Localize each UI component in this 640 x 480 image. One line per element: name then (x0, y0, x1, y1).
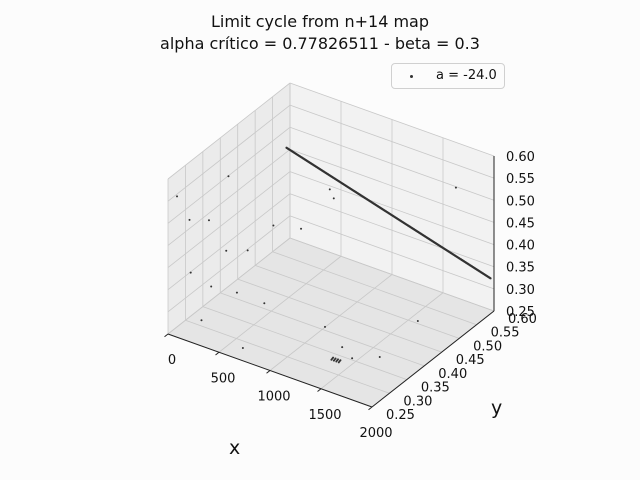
grid-line-z (289, 237, 495, 312)
grid-line-z (167, 104, 291, 202)
grid-line-z (167, 237, 291, 335)
grid-line-x (269, 274, 393, 371)
data-point (225, 249, 228, 252)
data-point (489, 277, 492, 280)
data-point (300, 227, 303, 230)
data-point (332, 356, 335, 359)
legend-label: a = -24.0 (436, 68, 497, 83)
data-point (176, 195, 179, 198)
axis-panes (168, 83, 494, 407)
x-tick-label: 1000 (257, 390, 290, 405)
data-point (336, 358, 339, 361)
data-point (416, 320, 419, 323)
data-point (339, 359, 342, 362)
y-axis-label: y (491, 397, 503, 419)
grid-line-y (202, 306, 407, 380)
data-points (176, 146, 492, 364)
grid-line-z (167, 193, 291, 291)
z-tick-label: 0.30 (506, 283, 535, 298)
x-tick-label: 1500 (308, 408, 341, 423)
grid-line-y (237, 278, 442, 353)
data-point (241, 346, 244, 349)
data-point (454, 186, 457, 189)
grid-line-z (289, 104, 495, 179)
data-point (189, 271, 192, 274)
grid-line-z (167, 126, 291, 224)
y-tick-label: 0.40 (438, 367, 467, 382)
data-point (188, 218, 191, 221)
grid-line-z (289, 149, 495, 223)
x-tick-label: 500 (211, 371, 236, 386)
data-point (246, 249, 249, 252)
axis-lines (164, 156, 495, 411)
x-tick-label: 0 (168, 353, 176, 368)
x-tick-mark (317, 388, 322, 392)
grid-line-z (289, 193, 495, 268)
z-tick-label: 0.40 (506, 239, 535, 254)
grid-line-z (289, 171, 495, 245)
x-tick-mark (368, 406, 373, 411)
grid-line-x (320, 292, 444, 390)
legend: a = -24.0 (391, 63, 505, 89)
data-point (227, 175, 230, 178)
data-point (328, 188, 331, 191)
z-tick-label: 0.55 (506, 172, 535, 187)
grid-line-z (167, 149, 291, 246)
grid-line-y (255, 265, 460, 339)
grid-line-z (167, 82, 291, 180)
z-tick-label: 0.25 (506, 305, 535, 320)
data-point (207, 219, 210, 222)
data-point (235, 291, 238, 294)
z-tick-label: 0.60 (506, 150, 535, 165)
y-tick-label: 0.45 (456, 353, 485, 368)
grid-line-y (220, 292, 425, 367)
grid-line-y (185, 319, 390, 394)
data-point (200, 319, 203, 322)
z-tick-label: 0.45 (506, 216, 535, 231)
data-point (324, 325, 326, 328)
y-tick-label: 0.25 (386, 408, 415, 423)
data-point (332, 197, 335, 200)
x-axis-label: x (229, 437, 241, 459)
z-tick-label: 0.50 (506, 194, 535, 209)
y-tick-label: 0.60 (508, 312, 537, 327)
grid-line-z (167, 171, 291, 268)
x-tick-label: 2000 (359, 426, 392, 441)
chart-title-line-1: Limit cycle from n+14 map (210, 12, 430, 31)
data-point (334, 357, 337, 360)
data-point (263, 302, 266, 305)
tick-labels: 05001000150020000.250.300.350.400.450.50… (168, 150, 537, 441)
chart-title-line-2: alpha crítico = 0.77826511 - beta = 0.3 (160, 34, 480, 53)
back-pane-x (168, 83, 290, 334)
y-axis-line (371, 310, 495, 408)
x-tick-mark (215, 351, 220, 356)
grid-line-x (218, 255, 342, 353)
data-point (272, 224, 275, 227)
data-point (378, 356, 381, 359)
z-tick-label: 0.35 (506, 261, 535, 276)
y-tick-label: 0.55 (491, 326, 520, 341)
grid-line-z (289, 126, 495, 201)
x-tick-mark (164, 333, 169, 338)
grid-line-z (289, 82, 495, 157)
data-point (210, 285, 213, 288)
y-tick-label: 0.50 (473, 339, 502, 354)
y-tick-label: 0.35 (421, 381, 450, 396)
legend-marker-icon (410, 75, 413, 78)
y-tick-label: 0.30 (403, 394, 432, 409)
grid-line-z (289, 215, 495, 290)
data-point (341, 346, 344, 349)
data-point (351, 357, 354, 360)
grid-line-y (272, 251, 477, 326)
x-tick-mark (266, 370, 271, 374)
grid-line-z (167, 215, 291, 313)
